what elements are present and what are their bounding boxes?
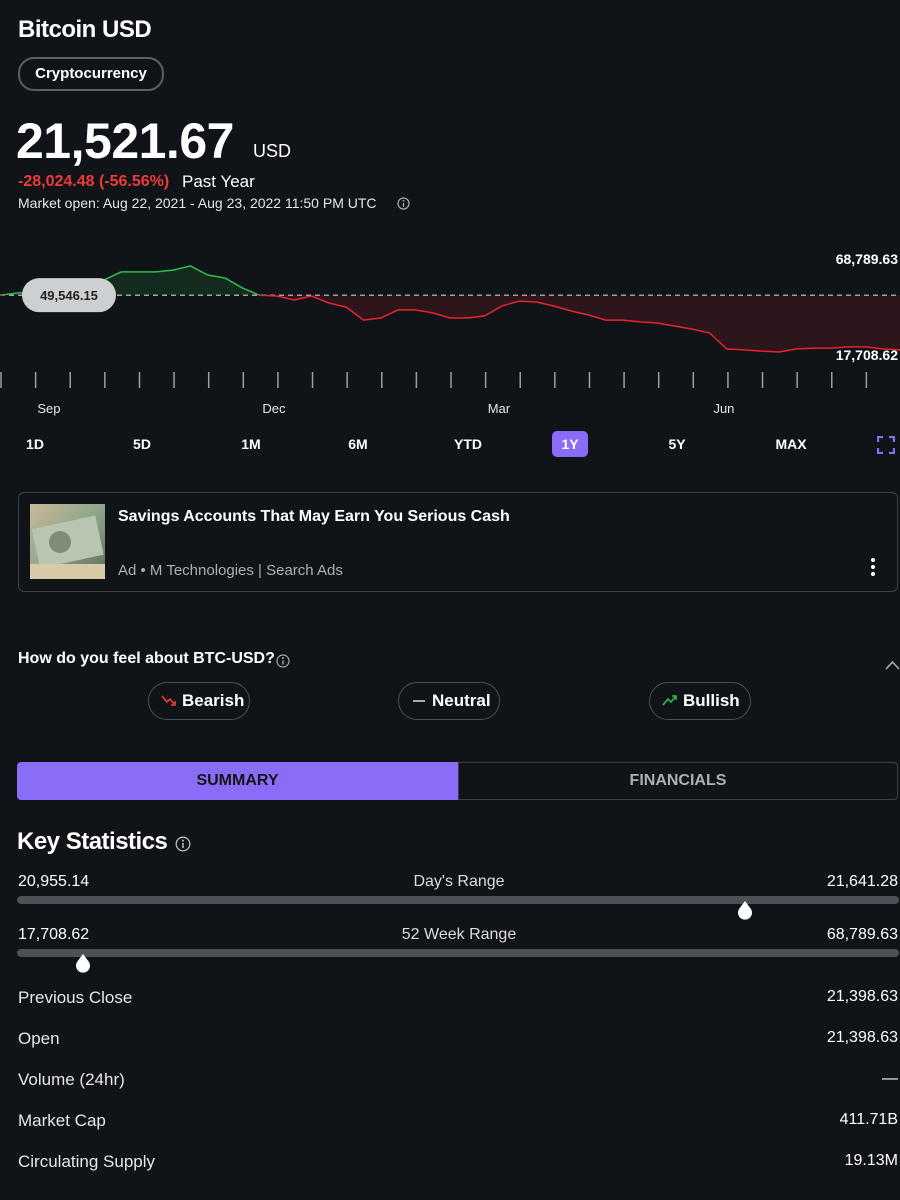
icon-path [662, 695, 677, 706]
badge[interactable]: Cryptocurrency [18, 57, 164, 91]
title: Bitcoin USD [18, 16, 152, 43]
market-open: Market open: Aug 22, 2021 - Aug 23, 2022… [18, 195, 377, 211]
x-tick-label: Mar [488, 401, 511, 416]
info-icon[interactable] [276, 654, 290, 668]
tab[interactable]: SUMMARY [17, 762, 458, 800]
ad-image [30, 504, 105, 579]
stat-label: Open [18, 1029, 60, 1048]
x-tick-label: Jun [713, 401, 734, 416]
range-bar [17, 896, 899, 904]
stat-label: Previous Close [18, 988, 133, 1007]
ad-title[interactable]: Savings Accounts That May Earn You Serio… [118, 508, 510, 525]
range-button[interactable]: YTD [454, 436, 482, 452]
stat-label: Circulating Supply [18, 1152, 156, 1171]
info-icon[interactable] [175, 836, 191, 852]
range-label: 52 Week Range [401, 926, 517, 943]
sentiment-label: Bearish [182, 691, 245, 710]
sentiment-icon [662, 695, 677, 706]
sentiment-label: Neutral [432, 691, 491, 710]
section-title: Key Statistics [17, 828, 168, 855]
range-marker [738, 901, 753, 920]
collapse-icon[interactable] [885, 660, 900, 670]
range-button[interactable]: 1D [26, 436, 44, 452]
sentiment-icon [413, 700, 425, 702]
currency: USD [253, 141, 292, 161]
change-period: Past Year [182, 172, 255, 191]
x-tick-label: Dec [262, 401, 286, 416]
reference-label: 49,546.15 [40, 288, 98, 303]
sentiment-button[interactable] [398, 682, 500, 720]
marker-shape [75, 954, 90, 973]
stat-value: 411.71B [839, 1111, 898, 1128]
reference-pill [22, 278, 116, 313]
range-button[interactable]: MAX [775, 436, 807, 452]
marker-shape [738, 901, 753, 920]
range-high: 68,789.63 [826, 926, 898, 943]
stat-label: Market Cap [18, 1111, 106, 1130]
ad-sponsor: Ad • M Technologies | Search Ads [118, 562, 343, 579]
sentiment-question: How do you feel about BTC-USD? [18, 650, 275, 667]
sentiment-label: Bullish [683, 691, 740, 710]
price-line [0, 265, 900, 353]
stat-label: Volume (24hr) [18, 1070, 125, 1089]
change: -28,024.48 (-56.56%) [18, 173, 170, 190]
range-button[interactable]: 1Y [552, 431, 588, 457]
range-label: Day's Range [413, 873, 505, 890]
price: 21,521.67 [16, 113, 234, 169]
stat-value: 19.13M [844, 1152, 898, 1169]
icon-path [161, 695, 176, 706]
fullscreen-icon[interactable] [877, 436, 895, 454]
y-tick-label: 17,708.62 [836, 347, 898, 363]
range-button[interactable]: 5D [133, 436, 151, 452]
stat-value: 21,398.63 [826, 988, 898, 1005]
info-icon[interactable] [397, 197, 410, 210]
sentiment-button[interactable] [649, 682, 751, 720]
range-button[interactable]: 6M [348, 436, 368, 452]
area-fill [0, 265, 900, 352]
x-tick-label: Sep [37, 401, 60, 416]
range-low: 20,955.14 [18, 873, 90, 890]
sentiment-icon [161, 695, 176, 706]
ad-card[interactable] [18, 492, 898, 592]
y-tick-label: 68,789.63 [836, 251, 898, 267]
stat-value: 21,398.63 [826, 1029, 898, 1046]
range-bar [17, 949, 899, 957]
stat-value: — [882, 1070, 898, 1087]
range-marker [75, 954, 90, 973]
more-icon[interactable] [868, 557, 878, 577]
range-button[interactable]: 1M [241, 436, 261, 452]
sentiment-button[interactable] [148, 682, 250, 720]
range-low: 17,708.62 [18, 926, 90, 943]
range-button[interactable]: 5Y [668, 436, 686, 452]
chart: 68,789.63 17,708.62 49,546.15 Sep Dec Mar Jun [0, 251, 900, 416]
tab[interactable]: FINANCIALS [458, 762, 898, 800]
range-high: 21,641.28 [826, 873, 898, 890]
